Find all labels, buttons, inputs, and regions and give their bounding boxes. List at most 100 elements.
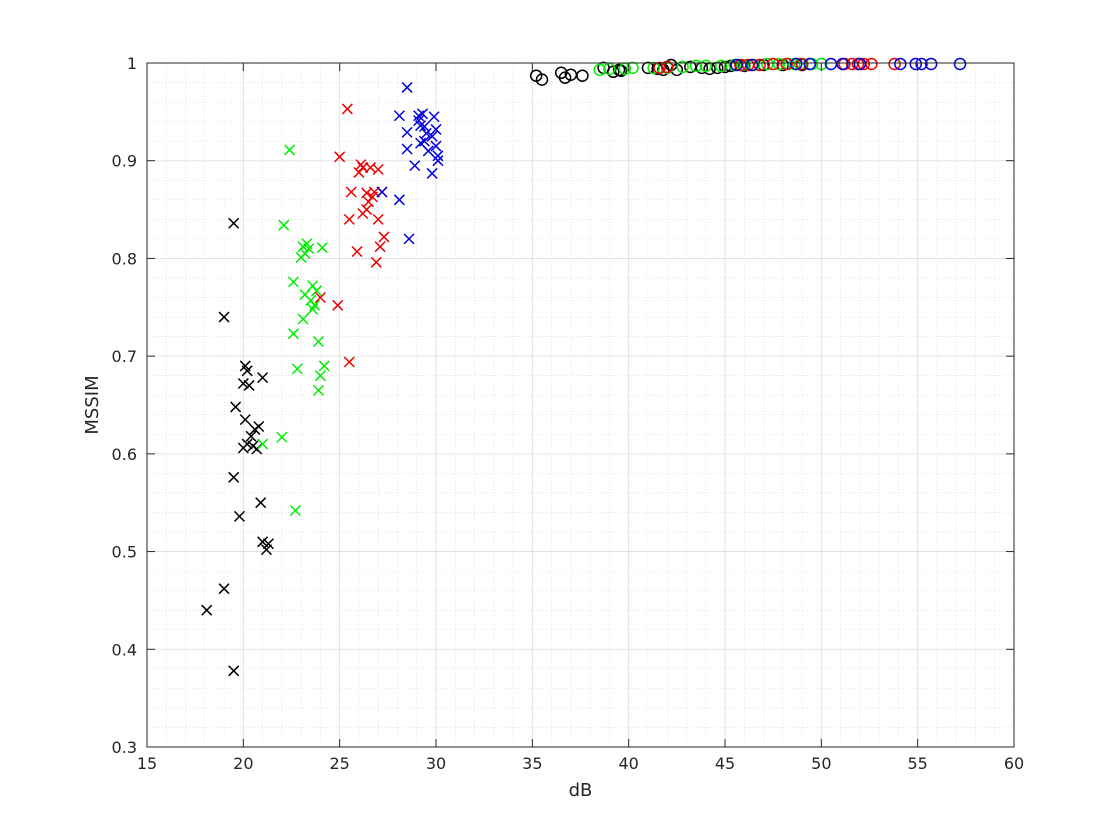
data-point-x [257,438,269,450]
data-point-o [689,59,703,73]
series-8 [730,57,967,72]
data-point-o [953,57,967,71]
y-tick-label: 0.7 [112,347,137,366]
data-point-o [803,57,817,71]
data-point-x [393,194,405,206]
data-point-x [401,126,413,138]
data-point-x [297,313,309,325]
data-point-o [915,57,928,71]
data-point-x [316,242,328,254]
data-point-o [766,57,780,71]
major-grid [146,62,1015,748]
data-point-x [260,544,272,556]
data-point-x [401,143,413,155]
data-point-o [836,57,849,71]
data-point-o [888,57,901,71]
data-point-x [401,81,413,93]
data-point-x [241,438,253,450]
data-point-x [303,243,315,255]
x-tick-label: 40 [618,754,638,773]
data-point-x [237,377,249,390]
x-tick-label: 25 [329,754,349,773]
tick-labels: 15 20 25 30 35 40 45 50 55 60 0.3 0.4 0.5 0.6 0.7 0.8 0.… [112,54,1025,773]
data-point-x [218,311,230,323]
data-point-x [312,335,325,348]
data-point-o [865,57,878,71]
data-point-x [378,231,390,243]
data-point-x [287,328,299,340]
data-point-o [558,71,572,84]
data-point-x [257,536,269,548]
data-point-x [276,431,288,443]
x-tick-label: 60 [1004,754,1024,773]
data-point-x [393,110,405,122]
data-point-x [262,538,274,550]
data-point-x [289,505,301,517]
data-point-x [278,219,290,231]
data-point-x [345,186,357,198]
data-point-o [790,57,803,71]
data-point-o [626,61,639,75]
data-point-x [418,120,430,133]
data-point-o [593,63,607,77]
y-tick-label: 1 [127,54,137,73]
data-point-o [745,58,759,72]
data-point-o [924,57,938,71]
data-point-x [257,372,269,384]
data-point-x [230,401,242,413]
y-axis-label: MSSIM [82,375,103,434]
y-tick-label: 0.6 [112,445,137,464]
data-point-o [780,57,793,71]
data-point-o [894,57,907,71]
plot-frame [146,62,1015,748]
data-point-x [228,471,240,483]
data-point-o [576,69,589,82]
data-point-x [241,365,253,377]
data-point-x [314,291,326,304]
data-point-x [428,111,440,123]
data-point-o [753,58,766,72]
data-point-x [374,241,386,253]
data-point-o [676,60,689,74]
y-tick-label: 0.5 [112,543,137,562]
y-tick-label: 0.9 [112,152,137,171]
data-point-o [653,61,666,75]
data-point-x [422,145,434,157]
series-3 [314,103,390,368]
x-tick-label: 50 [811,754,831,773]
axis-ticks [146,62,1015,748]
y-tick-label: 0.8 [112,249,137,268]
x-tick-label: 35 [522,754,542,773]
data-point-x [432,150,444,162]
data-point-o [853,57,867,71]
data-point-x [314,370,326,382]
y-tick-label: 0.3 [112,738,137,757]
data-point-x [318,360,330,372]
data-point-x [334,151,346,163]
data-point-o [714,59,728,73]
data-point-o [795,57,809,71]
data-point-x [341,103,353,115]
data-point-x [201,604,213,616]
data-point-x [307,303,319,315]
data-point-x [253,420,265,433]
data-point-x [245,430,257,442]
data-point-o [909,57,922,71]
data-point-o [730,58,743,72]
data-point-x [218,583,230,595]
data-point-o [607,65,620,79]
data-point-x [343,356,355,368]
data-point-x [372,163,384,176]
data-point-o [660,60,674,74]
data-point-x [239,414,251,426]
y-tick-label: 0.4 [112,640,137,659]
data-point-x [430,123,442,135]
data-point-x [432,155,444,167]
data-point-x [416,108,429,120]
data-point-x [332,299,344,311]
data-point-x [413,110,425,122]
data-point-x [312,384,325,396]
data-point-x [309,299,321,311]
data-point-x [370,256,382,268]
x-axis-label: dB [569,780,593,801]
